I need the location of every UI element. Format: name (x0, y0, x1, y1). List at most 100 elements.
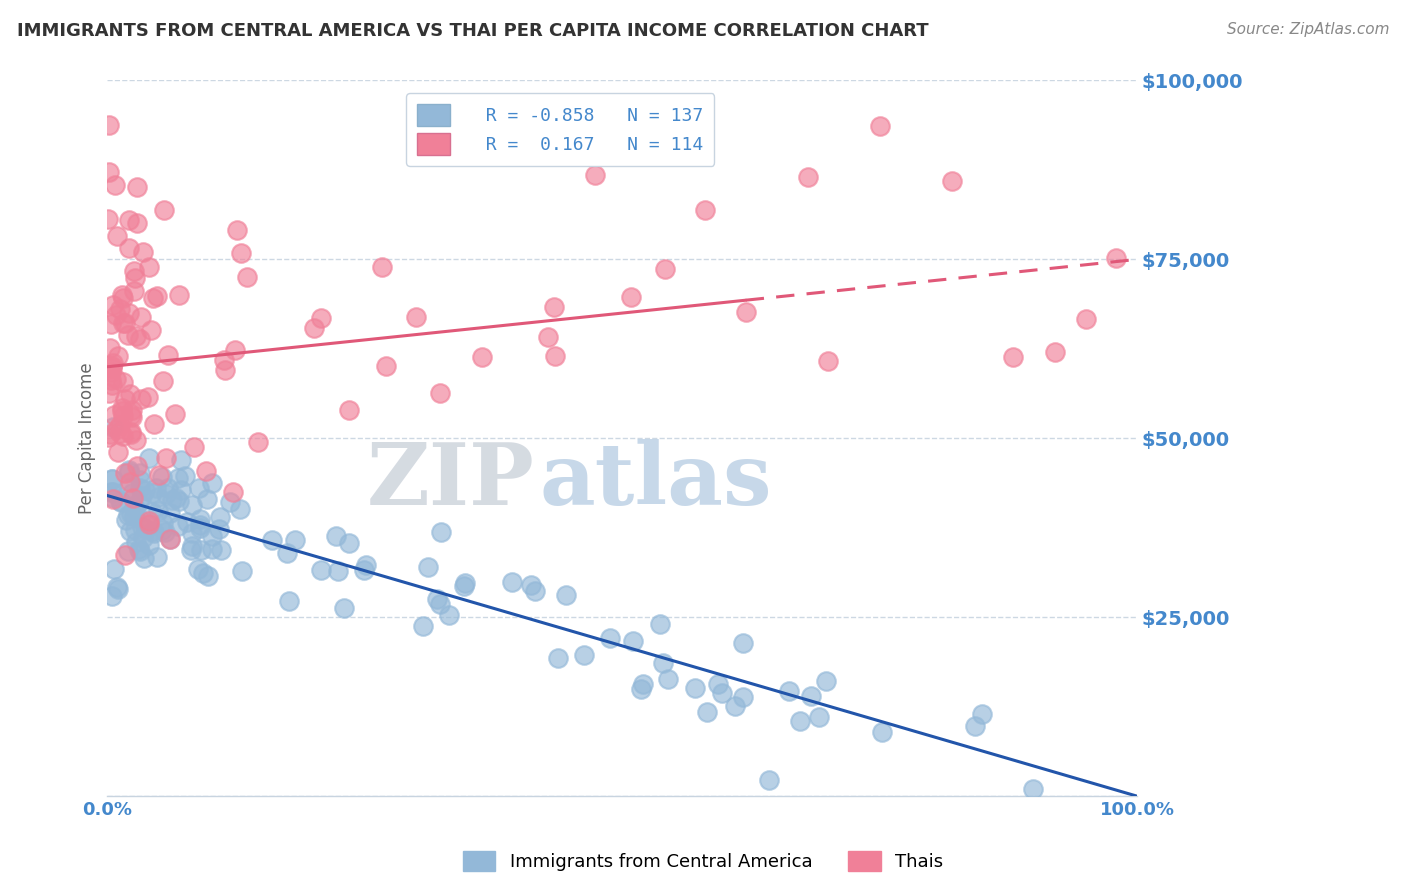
Point (155, 450, 177, 465)
Point (118, 241, 141, 255)
Point (170, 483, 193, 497)
Point (120, 387, 142, 401)
Point (120, 475, 142, 489)
Point (100, 473, 122, 487)
Point (277, 593, 299, 607)
Point (150, 523, 173, 537)
Point (98, 118, 121, 132)
Point (707, 677, 730, 691)
Point (778, 684, 800, 698)
Point (222, 485, 245, 500)
Point (197, 569, 219, 583)
Point (100, 373, 122, 387)
Point (869, 119, 891, 133)
Point (131, 520, 153, 534)
Point (120, 408, 142, 422)
Point (121, 485, 143, 500)
Point (817, 353, 839, 368)
Point (710, 686, 733, 700)
Point (201, 475, 224, 490)
Point (1022, 782, 1045, 797)
Point (208, 522, 231, 536)
Point (180, 543, 202, 558)
Point (114, 513, 136, 527)
Point (631, 677, 654, 691)
Point (142, 525, 165, 540)
Text: IMMIGRANTS FROM CENTRAL AMERICA VS THAI PER CAPITA INCOME CORRELATION CHART: IMMIGRANTS FROM CENTRAL AMERICA VS THAI … (17, 22, 928, 40)
Point (138, 450, 160, 465)
Point (231, 564, 253, 578)
Text: atlas: atlas (540, 439, 772, 524)
Point (129, 512, 152, 526)
Point (870, 725, 893, 739)
Point (142, 292, 165, 306)
Point (337, 402, 360, 417)
Point (103, 409, 125, 423)
Legend: Immigrants from Central America, Thais: Immigrants from Central America, Thais (456, 844, 950, 879)
Point (138, 514, 160, 528)
Point (554, 588, 576, 602)
Point (544, 349, 567, 363)
Point (108, 426, 131, 441)
Point (112, 429, 135, 443)
Point (105, 308, 128, 322)
Point (229, 502, 252, 516)
Point (353, 563, 375, 577)
Point (142, 524, 165, 538)
Point (418, 560, 440, 574)
Point (101, 361, 124, 376)
Point (187, 562, 209, 576)
Point (430, 524, 453, 539)
Point (118, 481, 141, 495)
Point (118, 306, 141, 320)
Point (104, 178, 127, 192)
Point (599, 632, 621, 646)
Point (124, 500, 146, 515)
Point (117, 508, 139, 523)
Point (159, 533, 181, 547)
Point (683, 681, 706, 695)
Point (693, 203, 716, 218)
Point (454, 575, 477, 590)
Point (100, 589, 122, 603)
Point (537, 329, 560, 343)
Point (124, 270, 146, 285)
Point (337, 535, 360, 549)
Point (101, 298, 124, 312)
Point (101, 485, 124, 500)
Point (426, 592, 449, 607)
Point (311, 563, 333, 577)
Point (201, 542, 224, 557)
Point (125, 458, 148, 473)
Point (159, 506, 181, 520)
Point (1043, 345, 1066, 359)
Point (138, 517, 160, 532)
Point (146, 289, 169, 303)
Point (124, 524, 146, 538)
Point (471, 350, 494, 364)
Point (166, 471, 188, 485)
Point (111, 288, 134, 302)
Point (100, 491, 122, 505)
Point (118, 465, 141, 479)
Point (131, 489, 153, 503)
Point (97, 212, 120, 227)
Point (941, 174, 963, 188)
Point (100, 359, 122, 373)
Point (98, 165, 121, 179)
Point (167, 288, 190, 302)
Point (141, 486, 163, 500)
Point (105, 580, 128, 594)
Point (122, 264, 145, 278)
Point (145, 550, 167, 565)
Point (146, 491, 169, 505)
Point (121, 491, 143, 505)
Point (152, 516, 174, 531)
Point (127, 216, 149, 230)
Text: ZIP: ZIP (367, 439, 534, 524)
Point (1074, 312, 1097, 326)
Point (111, 409, 134, 423)
Point (181, 498, 204, 512)
Point (129, 332, 152, 346)
Point (103, 562, 125, 576)
